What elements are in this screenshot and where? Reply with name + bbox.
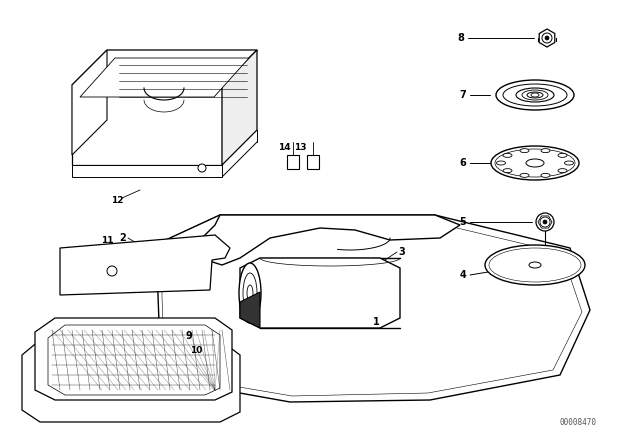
Circle shape	[540, 217, 550, 227]
Ellipse shape	[503, 168, 512, 172]
Polygon shape	[35, 318, 232, 400]
Circle shape	[545, 36, 549, 40]
Text: 13: 13	[294, 142, 307, 151]
Ellipse shape	[247, 285, 253, 301]
Text: 9: 9	[185, 331, 192, 341]
Polygon shape	[48, 325, 220, 395]
Ellipse shape	[558, 153, 567, 157]
Text: 3: 3	[399, 247, 405, 257]
Text: 00008470: 00008470	[559, 418, 596, 426]
Ellipse shape	[520, 149, 529, 153]
Polygon shape	[72, 50, 107, 155]
Polygon shape	[162, 222, 582, 396]
Text: 5: 5	[460, 217, 467, 227]
Polygon shape	[72, 165, 222, 177]
Text: 8: 8	[458, 33, 465, 43]
Ellipse shape	[243, 273, 257, 313]
Ellipse shape	[526, 159, 544, 167]
Ellipse shape	[564, 161, 573, 165]
Ellipse shape	[496, 80, 574, 110]
Ellipse shape	[485, 245, 585, 285]
Text: 11: 11	[100, 236, 113, 245]
Ellipse shape	[239, 263, 261, 323]
Ellipse shape	[522, 90, 548, 100]
Text: 10: 10	[190, 345, 202, 354]
Polygon shape	[155, 215, 240, 268]
Ellipse shape	[495, 149, 575, 177]
Polygon shape	[72, 85, 222, 165]
Polygon shape	[240, 258, 400, 328]
Polygon shape	[222, 50, 257, 165]
Ellipse shape	[497, 161, 506, 165]
Circle shape	[107, 266, 117, 276]
Text: 12: 12	[111, 195, 124, 204]
Circle shape	[536, 213, 554, 231]
Polygon shape	[200, 215, 460, 265]
Ellipse shape	[503, 84, 567, 106]
Ellipse shape	[527, 92, 543, 98]
Ellipse shape	[503, 153, 512, 157]
Text: 1: 1	[372, 317, 380, 327]
Polygon shape	[72, 50, 257, 85]
Ellipse shape	[541, 173, 550, 177]
Text: 2: 2	[120, 233, 126, 243]
Text: 7: 7	[460, 90, 467, 100]
Polygon shape	[155, 215, 590, 402]
Ellipse shape	[529, 262, 541, 268]
Ellipse shape	[531, 93, 539, 97]
Text: 6: 6	[460, 158, 467, 168]
Ellipse shape	[516, 88, 554, 102]
Circle shape	[542, 33, 552, 43]
Polygon shape	[307, 155, 319, 169]
Ellipse shape	[520, 173, 529, 177]
Polygon shape	[80, 58, 249, 97]
Ellipse shape	[558, 168, 567, 172]
Text: 14: 14	[278, 142, 291, 151]
Polygon shape	[60, 235, 230, 295]
Ellipse shape	[541, 149, 550, 153]
Text: 4: 4	[460, 270, 467, 280]
Polygon shape	[240, 292, 260, 328]
Polygon shape	[22, 340, 240, 422]
Circle shape	[198, 164, 206, 172]
Ellipse shape	[491, 146, 579, 180]
Polygon shape	[540, 29, 555, 47]
Polygon shape	[287, 155, 299, 169]
Circle shape	[543, 220, 547, 224]
Ellipse shape	[489, 248, 581, 282]
